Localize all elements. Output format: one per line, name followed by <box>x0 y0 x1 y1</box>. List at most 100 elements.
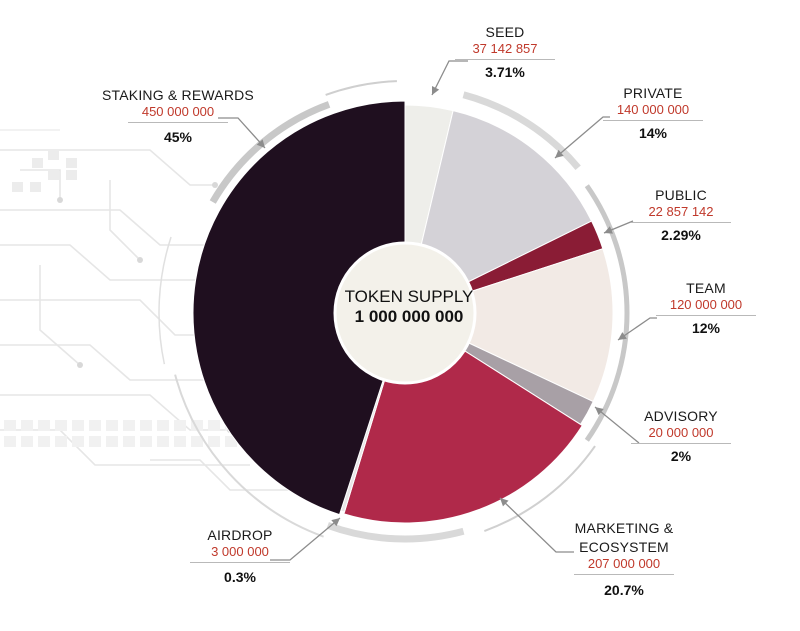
label-staking: STAKING & REWARDS 450 000 000 45% <box>92 88 264 144</box>
slice-percent: 12% <box>691 320 721 336</box>
circuit-grid-cell <box>4 420 16 431</box>
circuit-track <box>0 149 215 186</box>
slice-name: PUBLIC <box>655 187 707 203</box>
leader-arrow <box>432 86 440 95</box>
circuit-node <box>57 197 63 203</box>
leader-arrow <box>331 518 340 527</box>
circuit-grid-cell <box>123 420 135 431</box>
label-airdrop: AIRDROP 3 000 000 0.3% <box>190 528 290 584</box>
circuit-grid-cell <box>174 420 186 431</box>
circuit-chip <box>48 170 59 180</box>
pie-slice-staking-rewards <box>192 100 406 516</box>
leader-arrow <box>618 332 627 340</box>
circuit-grid-cell <box>106 436 118 447</box>
leader-arrow <box>604 226 613 234</box>
circuit-chip <box>48 150 59 160</box>
label-marketing: MARKETING & ECOSYSTEM 207 000 000 20.7% <box>568 521 680 597</box>
outer-ring-segment <box>462 91 581 170</box>
slice-name: ADVISORY <box>644 408 718 424</box>
circuit-grid-cell <box>38 436 50 447</box>
center-label: TOKEN SUPPLY 1 000 000 000 <box>337 287 481 328</box>
circuit-chip <box>66 170 77 180</box>
leader-line <box>218 117 266 149</box>
circuit-node <box>137 257 143 263</box>
outer-ring-segment <box>584 184 630 442</box>
circuit-grid-cell <box>21 420 33 431</box>
circuit-grid-cell <box>55 436 67 447</box>
slice-name: SEED <box>485 24 525 40</box>
circuit-chip <box>66 158 77 168</box>
slice-amount: 3 000 000 <box>211 544 269 559</box>
circuit-track <box>150 459 290 491</box>
circuit-grid-cell <box>208 436 220 447</box>
leader-arrow <box>595 407 604 416</box>
slice-percent: 2.29% <box>661 227 701 243</box>
circuit-grid-cell <box>140 420 152 431</box>
circuit-grid-cell <box>140 436 152 447</box>
circuit-chip <box>30 182 41 192</box>
leader-arrow <box>256 139 265 148</box>
slice-name: AIRDROP <box>207 527 273 543</box>
label-advisory: ADVISORY 20 000 000 2% <box>631 409 731 463</box>
label-seed: SEED 37 142 857 3.71% <box>455 25 555 79</box>
circuit-grid-cell <box>191 420 203 431</box>
circuit-grid-cell <box>72 436 84 447</box>
leader-line <box>270 517 341 561</box>
slice-percent: 2% <box>670 448 692 464</box>
slice-amount: 207 000 000 <box>587 556 661 571</box>
slice-percent: 3.71% <box>485 64 525 80</box>
slice-amount: 37 142 857 <box>472 41 538 56</box>
circuit-grid-cell <box>123 436 135 447</box>
outer-ring-segment <box>174 374 324 538</box>
circuit-chip <box>32 158 43 168</box>
leader-line <box>554 116 610 159</box>
leader-line <box>594 406 640 444</box>
circuit-grid-cell <box>174 436 186 447</box>
leader-arrow <box>500 498 509 507</box>
slice-percent: 0.3% <box>224 569 256 585</box>
leader-line <box>499 497 574 553</box>
circuit-grid-cell <box>21 436 33 447</box>
circuit-grid-cell <box>89 420 101 431</box>
slice-name: TEAM <box>686 280 726 296</box>
slice-percent: 45% <box>163 129 193 145</box>
leader-line <box>617 317 657 341</box>
slice-amount: 450 000 000 <box>141 104 215 119</box>
circuit-grid-cell <box>55 420 67 431</box>
outer-ring-segment <box>325 80 397 96</box>
circuit-grid-cell <box>157 420 169 431</box>
label-private: PRIVATE 140 000 000 14% <box>603 86 703 140</box>
slice-amount: 22 857 142 <box>648 204 714 219</box>
circuit-track <box>0 344 215 381</box>
circuit-grid-cell <box>38 420 50 431</box>
slice-percent: 14% <box>638 125 668 141</box>
circuit-track <box>109 180 141 261</box>
slice-name-line1: MARKETING & <box>574 520 674 536</box>
slice-amount: 140 000 000 <box>616 102 690 117</box>
label-public: PUBLIC 22 857 142 2.29% <box>631 188 731 242</box>
outer-ring-segment <box>158 236 172 365</box>
circuit-chip <box>12 182 23 192</box>
circuit-track <box>0 244 215 281</box>
circuit-grid-cell <box>72 420 84 431</box>
circuit-grid-cell <box>89 436 101 447</box>
circuit-grid-cell <box>4 436 16 447</box>
circuit-node <box>212 182 218 188</box>
slice-amount: 20 000 000 <box>648 425 714 440</box>
circuit-grid-cell <box>157 436 169 447</box>
outer-ring-segment <box>484 445 596 532</box>
circuit-track <box>0 209 215 246</box>
leader-arrow <box>555 149 564 158</box>
center-total: 1 000 000 000 <box>354 307 464 327</box>
circuit-grid-cell <box>225 436 237 447</box>
circuit-grid-cell <box>106 420 118 431</box>
label-team: TEAM 120 000 000 12% <box>656 281 756 335</box>
slice-name-line2: ECOSYSTEM <box>579 539 669 555</box>
circuit-node <box>77 362 83 368</box>
circuit-grid-cell <box>191 436 203 447</box>
slice-amount: 120 000 000 <box>669 297 743 312</box>
leader-line <box>431 60 468 96</box>
